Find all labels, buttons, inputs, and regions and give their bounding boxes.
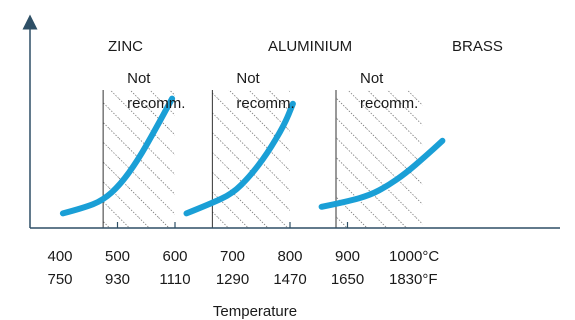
- series-name: ZINC: [108, 38, 143, 55]
- x-tick-label-fahrenheit: 1470: [273, 271, 306, 288]
- not-recommended-area: [212, 90, 290, 228]
- series-name: ALUMINIUM: [268, 38, 352, 55]
- curve-zinc: [59, 95, 176, 217]
- not-recommended-note: Not: [360, 70, 384, 87]
- x-tick-label-celsius: 400: [47, 248, 72, 265]
- not-recommended-note: recomm.: [236, 95, 294, 112]
- not-recommended-note: Not: [236, 70, 260, 87]
- x-tick-labels: 400 500 600 700 800 900 1000°C 750 930 1110 1290 14…: [47, 248, 439, 288]
- curve-aluminium: [183, 100, 296, 217]
- not-recommended-note: Not: [127, 70, 151, 87]
- x-tick-label-celsius: 900: [335, 248, 360, 265]
- not-recommended-area: [336, 90, 423, 228]
- x-tick-label-celsius: 800: [277, 248, 302, 265]
- curve-brass: [318, 137, 446, 210]
- x-tick-label-fahrenheit: 1830°F: [389, 271, 438, 288]
- x-tick-label-celsius: 700: [220, 248, 245, 265]
- curves: [59, 95, 446, 217]
- x-axis-label: Temperature: [213, 303, 297, 320]
- x-tick-label-fahrenheit: 750: [47, 271, 72, 288]
- series-name: BRASS: [452, 38, 503, 55]
- x-tick-marks: [116, 222, 349, 228]
- series-labels: ZINC Not recomm. ALUMINIUM Not recomm. BRASS No…: [108, 38, 503, 112]
- not-recommended-note: recomm.: [360, 95, 418, 112]
- x-tick-label-celsius: 500: [105, 248, 130, 265]
- x-tick-label-fahrenheit: 930: [105, 271, 130, 288]
- x-tick-label-celsius: 1000°C: [389, 248, 439, 265]
- x-tick-label-fahrenheit: 1650: [331, 271, 364, 288]
- x-tick-label-celsius: 600: [162, 248, 187, 265]
- x-tick-label-fahrenheit: 1290: [216, 271, 249, 288]
- not-recommended-note: recomm.: [127, 95, 185, 112]
- x-tick-label-fahrenheit: 1110: [159, 271, 190, 288]
